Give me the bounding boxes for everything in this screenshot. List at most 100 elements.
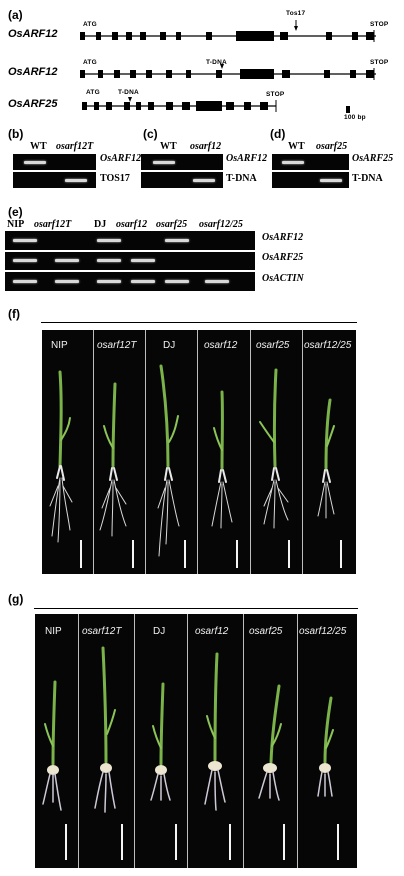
panel-e-row-3: OsACTIN	[262, 273, 304, 284]
scale-bar	[184, 540, 186, 568]
panel-b-gel	[13, 154, 96, 188]
stop-label-1: STOP	[370, 21, 389, 28]
gel-band	[65, 179, 87, 182]
panel-c-label: (c)	[143, 127, 158, 141]
panel-d-lane-wt: WT	[288, 141, 305, 152]
scale-bar	[340, 540, 342, 568]
panel-g-seedlings	[42, 646, 334, 813]
scale-bar	[65, 824, 67, 860]
gel-band	[131, 280, 155, 283]
gel-band	[97, 259, 121, 262]
panel-g-plant-4: osarf12	[195, 626, 229, 637]
seedling	[259, 368, 289, 529]
gel-band	[13, 259, 37, 262]
gel-band	[193, 179, 215, 182]
panel-d-label: (d)	[270, 127, 286, 141]
panel-f-photo: NIP osarf12T DJ osarf12 osarf25 osarf12/…	[42, 330, 356, 574]
atg-label-2: ATG	[83, 59, 97, 66]
gel-band	[205, 280, 229, 283]
scale-bar	[132, 540, 134, 568]
panel-g-plant-1: NIP	[45, 626, 62, 637]
panel-g-plant-2: osarf12T	[82, 626, 122, 637]
panel-d-row-1: OsARF25	[352, 153, 394, 164]
panel-b-label: (b)	[8, 127, 24, 141]
seedling	[99, 382, 127, 537]
tos17-label: Tos17	[286, 10, 306, 17]
panel-d-gel	[272, 154, 349, 188]
gel-band	[320, 179, 342, 182]
scale-bar	[229, 824, 231, 860]
panel-g-plant-5: osarf25	[249, 626, 283, 637]
atg-label-3: ATG	[86, 89, 100, 96]
panel-f-plant-2: osarf12T	[97, 340, 137, 351]
tdna-label-3: T-DNA	[118, 89, 139, 96]
scale-bar	[283, 824, 285, 860]
panel-e-label: (e)	[8, 205, 23, 219]
scale-bar	[236, 540, 238, 568]
panel-f-label: (f)	[8, 307, 20, 321]
panel-c-row-2: T-DNA	[226, 173, 257, 184]
gel-band	[55, 280, 79, 283]
panel-f-plant-3: DJ	[163, 340, 176, 351]
gel-band	[13, 280, 37, 283]
panel-e-gel	[5, 231, 255, 291]
panel-g-photo: NIP osarf12T DJ osarf12 osarf25 osarf12/…	[35, 614, 357, 868]
panel-f-plant-1: NIP	[51, 340, 68, 351]
gel-band	[97, 239, 121, 242]
scale-bar	[80, 540, 82, 568]
seedling	[42, 680, 62, 811]
stop-label-3: STOP	[266, 91, 285, 98]
panel-c-lane-wt: WT	[160, 141, 177, 152]
panel-c-lane-mut: osarf12	[190, 141, 222, 152]
stop-label-2: STOP	[370, 59, 389, 66]
panel-g-rule	[34, 608, 358, 609]
gel-band	[131, 259, 155, 262]
seedling	[258, 684, 282, 801]
panel-e-lane-4: osarf12	[116, 219, 148, 230]
gel-band	[24, 161, 46, 164]
seedling	[94, 646, 116, 813]
panel-e-lane-2: osarf12T	[34, 219, 72, 230]
gel-band	[165, 239, 189, 242]
gene-name-3: OsARF25	[8, 98, 58, 110]
gel-band	[13, 239, 37, 242]
panel-e-lane-1: NIP	[7, 219, 25, 230]
panel-g-plant-6: osarf12/25	[299, 626, 347, 637]
gel-band	[97, 280, 121, 283]
seedling	[157, 364, 180, 557]
scale-bar	[175, 824, 177, 860]
panel-e-row-2: OsARF25	[262, 252, 304, 263]
gene-name-2: OsARF12	[8, 66, 58, 78]
panel-e-lane-6: osarf12/25	[199, 219, 243, 230]
tdna-label-2: T-DNA	[206, 59, 227, 66]
seedling	[49, 370, 73, 543]
scale-label: 100 bp	[344, 114, 366, 121]
seedling	[317, 398, 335, 519]
gene-structure-2	[80, 64, 376, 80]
seedling	[150, 682, 171, 801]
panel-b-lane-mut: osarf12T	[56, 141, 94, 152]
panel-c-gel	[141, 154, 223, 188]
panel-e-lane-5: osarf25	[156, 219, 188, 230]
panel-g-label: (g)	[8, 592, 24, 606]
gene-structure-3	[82, 97, 350, 113]
seedling	[317, 696, 334, 797]
panel-e-row-1: OsARF12	[262, 232, 304, 243]
panel-d-lane-mut: osarf25	[316, 141, 348, 152]
seedling	[211, 390, 233, 529]
panel-f-seedlings	[49, 364, 335, 557]
panel-c-row-1: OsARF12	[226, 153, 268, 164]
atg-label-1: ATG	[83, 21, 97, 28]
panel-f-plant-5: osarf25	[256, 340, 290, 351]
gene-name-1: OsARF12	[8, 28, 58, 40]
scale-bar	[288, 540, 290, 568]
gel-band	[282, 161, 304, 164]
panel-f-plant-6: osarf12/25	[304, 340, 352, 351]
panel-d-row-2: T-DNA	[352, 173, 383, 184]
panel-a-label: (a)	[8, 8, 23, 22]
panel-g-plant-3: DJ	[153, 626, 166, 637]
panel-b-lane-wt: WT	[30, 141, 47, 152]
scale-bar	[121, 824, 123, 860]
gel-band	[165, 280, 189, 283]
panel-f-rule	[41, 322, 357, 323]
